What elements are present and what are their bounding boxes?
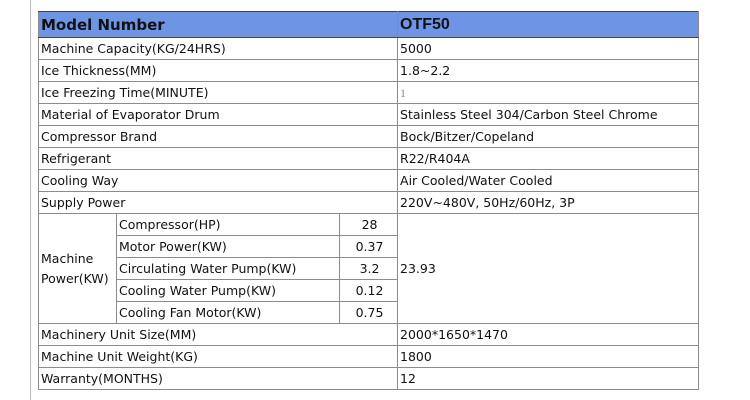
row-label: Material of Evaporator Drum: [37, 103, 399, 126]
left-border-line: [30, 0, 31, 400]
power-item-name: Cooling Fan Motor(KW): [116, 301, 340, 324]
power-total-value: 23.93: [397, 213, 700, 324]
table-row: Machinery Unit Size(MM) 2000*1650*1470: [37, 323, 700, 346]
power-item-value: 0.12: [338, 279, 399, 302]
power-label-line2: Power(KW): [41, 270, 109, 286]
row-value: R22/R404A: [397, 147, 700, 170]
row-value: 1.8~2.2: [397, 59, 700, 82]
header-model-value: OTF50: [397, 11, 700, 38]
row-value: Air Cooled/Water Cooled: [397, 169, 700, 192]
table-row: Machine Capacity(KG/24HRS) 5000: [37, 37, 700, 60]
row-label: Machinery Unit Size(MM): [37, 323, 399, 346]
row-label: Compressor Brand: [37, 125, 399, 148]
power-row: Cooling Water Pump(KW) 0.12: [39, 279, 699, 302]
table-row: Cooling Way Air Cooled/Water Cooled: [37, 169, 700, 192]
power-item-value: 0.75: [338, 301, 399, 324]
power-item-value: 3.2: [338, 257, 399, 280]
table-row: Supply Power 220V~480V, 50Hz/60Hz, 3P: [37, 191, 700, 214]
row-value: 2000*1650*1470: [397, 323, 700, 346]
row-label: Machine Capacity(KG/24HRS): [37, 37, 399, 60]
power-row: Motor Power(KW) 0.37: [39, 235, 699, 258]
table-row: Ice Freezing Time(MINUTE) 1: [37, 81, 700, 104]
row-value: 5000: [397, 37, 700, 60]
spec-table: Model Number OTF50 Machine Capacity(KG/2…: [37, 11, 700, 390]
row-label: Warranty(MONTHS): [37, 367, 399, 390]
row-value: Bock/Bitzer/Copeland: [397, 125, 700, 148]
table-row: Machine Unit Weight(KG) 1800: [37, 345, 700, 368]
row-label: Machine Unit Weight(KG): [37, 345, 399, 368]
table-row: Compressor Brand Bock/Bitzer/Copeland: [37, 125, 700, 148]
power-item-value: 0.37: [338, 235, 399, 258]
table-row: Warranty(MONTHS) 12: [37, 367, 700, 390]
table-row: Refrigerant R22/R404A: [37, 147, 700, 170]
power-item-name: Motor Power(KW): [116, 235, 340, 258]
table-row: Ice Thickness(MM) 1.8~2.2: [37, 59, 700, 82]
row-value: 220V~480V, 50Hz/60Hz, 3P: [397, 191, 700, 214]
power-item-name: Cooling Water Pump(KW): [116, 279, 340, 302]
row-value: 12: [397, 367, 700, 390]
table-header-row: Model Number OTF50: [37, 11, 700, 38]
table-row: Material of Evaporator Drum Stainless St…: [37, 103, 700, 126]
power-group-label: Machine Power(KW): [38, 213, 117, 324]
row-label: Refrigerant: [37, 147, 399, 170]
power-item-name: Circulating Water Pump(KW): [116, 257, 340, 280]
row-value: 1800: [397, 345, 700, 368]
power-row: Machine Power(KW) Compressor(HP) 28 23.9…: [38, 213, 700, 324]
row-label: Supply Power: [37, 191, 399, 214]
row-value: Stainless Steel 304/Carbon Steel Chrome: [397, 103, 700, 126]
header-label: Model Number: [37, 11, 399, 38]
row-label: Ice Thickness(MM): [37, 59, 399, 82]
power-item-value: 28: [338, 213, 399, 236]
power-item-name: Compressor(HP): [116, 213, 340, 236]
row-value: 1: [397, 81, 700, 104]
row-label: Cooling Way: [37, 169, 399, 192]
row-label: Ice Freezing Time(MINUTE): [37, 81, 399, 104]
power-label-line1: Machine: [41, 250, 94, 266]
